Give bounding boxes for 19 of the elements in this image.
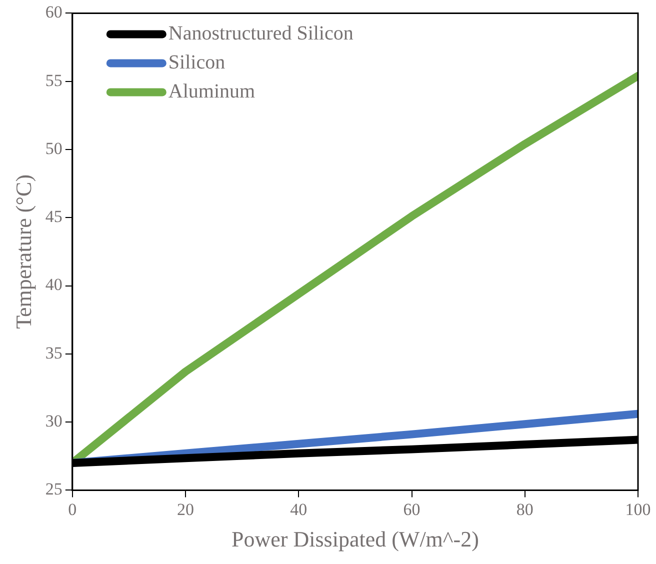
x-tick-label: 0	[68, 500, 77, 519]
x-tick-label: 80	[516, 500, 534, 519]
y-tick-label: 45	[45, 207, 62, 226]
y-tick-label: 30	[45, 412, 62, 431]
x-tick-label: 60	[403, 500, 420, 519]
y-tick-label: 55	[45, 70, 62, 90]
y-tick-label: 60	[45, 2, 62, 22]
y-tick-label: 40	[45, 275, 62, 294]
y-axis-title: Temperature (°C)	[10, 174, 36, 329]
x-tick-label: 40	[290, 500, 308, 519]
x-axis-title: Power Dissipated (W/m^-2)	[232, 526, 479, 552]
legend-label: Aluminum	[168, 80, 256, 102]
x-tick-label: 100	[625, 500, 651, 519]
legend-label: Nanostructured Silicon	[168, 22, 354, 44]
legend-label: Silicon	[168, 51, 226, 74]
y-tick-label: 50	[45, 138, 62, 158]
y-tick-label: 25	[45, 480, 62, 499]
y-tick-label: 35	[45, 343, 62, 362]
x-tick-label: 20	[177, 500, 194, 519]
